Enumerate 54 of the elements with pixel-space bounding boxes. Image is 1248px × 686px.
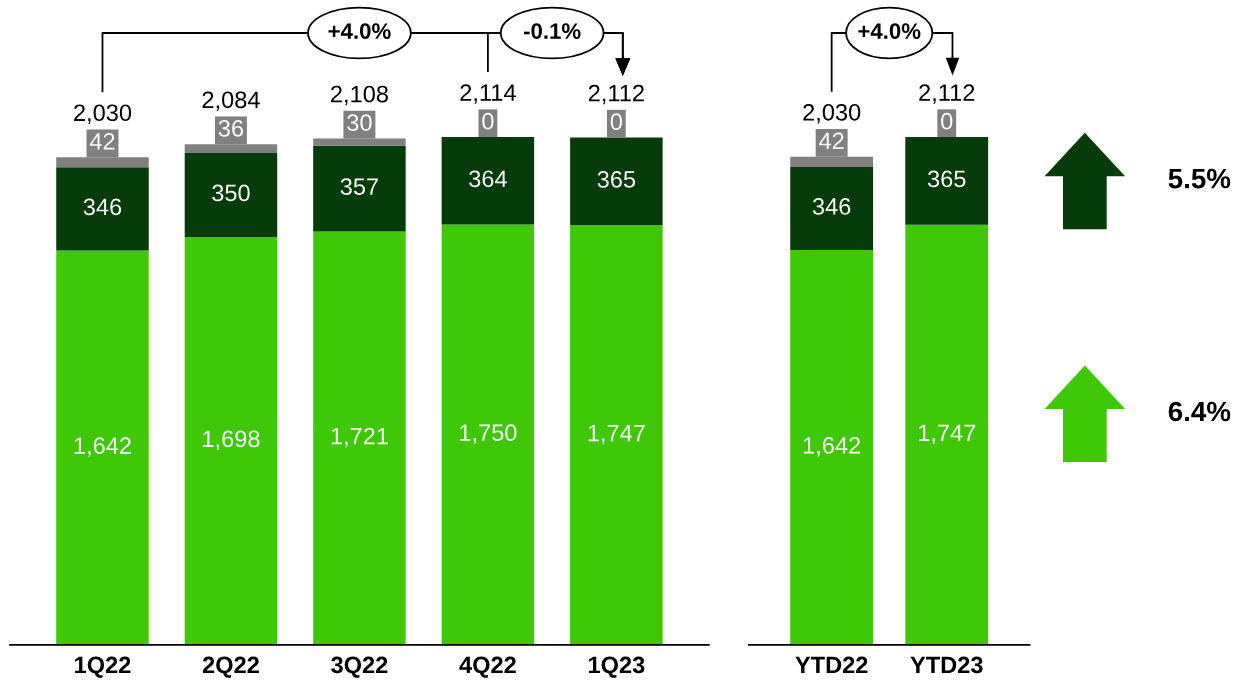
x-tick-label: YTD22 bbox=[795, 656, 868, 674]
bar bbox=[184, 237, 278, 645]
total-label: 2,114 bbox=[460, 84, 516, 104]
data-label: 30 bbox=[347, 114, 372, 131]
data-label: 364 bbox=[469, 170, 507, 188]
data-label: 346 bbox=[83, 198, 122, 216]
data-label: 0 bbox=[610, 113, 623, 131]
bar bbox=[905, 224, 989, 645]
data-label: 1,750 bbox=[460, 424, 517, 444]
bar bbox=[441, 224, 535, 645]
text: -0.1% bbox=[523, 23, 581, 39]
data-label: 1,698 bbox=[203, 430, 260, 451]
bar bbox=[313, 231, 406, 645]
data-label: 350 bbox=[212, 184, 250, 202]
data-label: 1,721 bbox=[331, 427, 388, 448]
bar bbox=[790, 250, 874, 645]
data-label: 42 bbox=[89, 133, 115, 150]
x-tick-label: 4Q22 bbox=[459, 656, 516, 678]
text: 5.5% bbox=[1168, 168, 1231, 189]
x-tick-label: 3Q22 bbox=[331, 656, 388, 678]
x-tick-label: 1Q23 bbox=[588, 656, 645, 678]
data-label: 357 bbox=[340, 178, 378, 195]
data-label: 1,747 bbox=[919, 424, 976, 444]
data-label: 0 bbox=[941, 112, 953, 130]
text: +4.0% bbox=[858, 23, 921, 39]
total-label: 2,112 bbox=[919, 84, 975, 104]
total-label: 2,108 bbox=[331, 85, 388, 106]
bar bbox=[441, 137, 535, 225]
bar bbox=[570, 137, 663, 226]
bar bbox=[790, 166, 874, 251]
bar bbox=[184, 152, 278, 238]
data-label: 1,642 bbox=[74, 437, 131, 457]
total-label: 2,030 bbox=[74, 104, 132, 124]
data-label: 42 bbox=[819, 132, 844, 150]
data-label: 0 bbox=[482, 112, 494, 130]
bar bbox=[56, 167, 149, 251]
bar bbox=[56, 250, 149, 645]
text: 6.4% bbox=[1168, 401, 1231, 422]
bar bbox=[313, 145, 406, 232]
data-label: 346 bbox=[812, 198, 851, 215]
data-label: 365 bbox=[927, 170, 966, 188]
data-label: 1,747 bbox=[588, 424, 645, 445]
total-label: 2,030 bbox=[803, 103, 861, 124]
bar bbox=[905, 137, 989, 225]
x-tick-label: YTD23 bbox=[910, 656, 983, 674]
x-tick-label: 2Q22 bbox=[202, 656, 259, 678]
total-label: 2,112 bbox=[588, 84, 644, 105]
data-label: 36 bbox=[218, 120, 244, 137]
total-label: 2,084 bbox=[202, 91, 260, 111]
x-tick-label: 1Q22 bbox=[75, 656, 131, 678]
text: +4.0% bbox=[328, 23, 391, 39]
data-label: 365 bbox=[597, 171, 636, 188]
data-label: 1,642 bbox=[803, 437, 861, 457]
bar bbox=[570, 225, 663, 645]
